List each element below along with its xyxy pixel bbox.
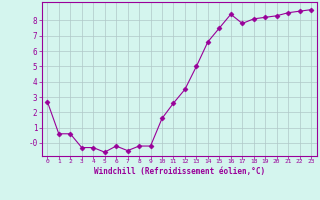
X-axis label: Windchill (Refroidissement éolien,°C): Windchill (Refroidissement éolien,°C) (94, 167, 265, 176)
